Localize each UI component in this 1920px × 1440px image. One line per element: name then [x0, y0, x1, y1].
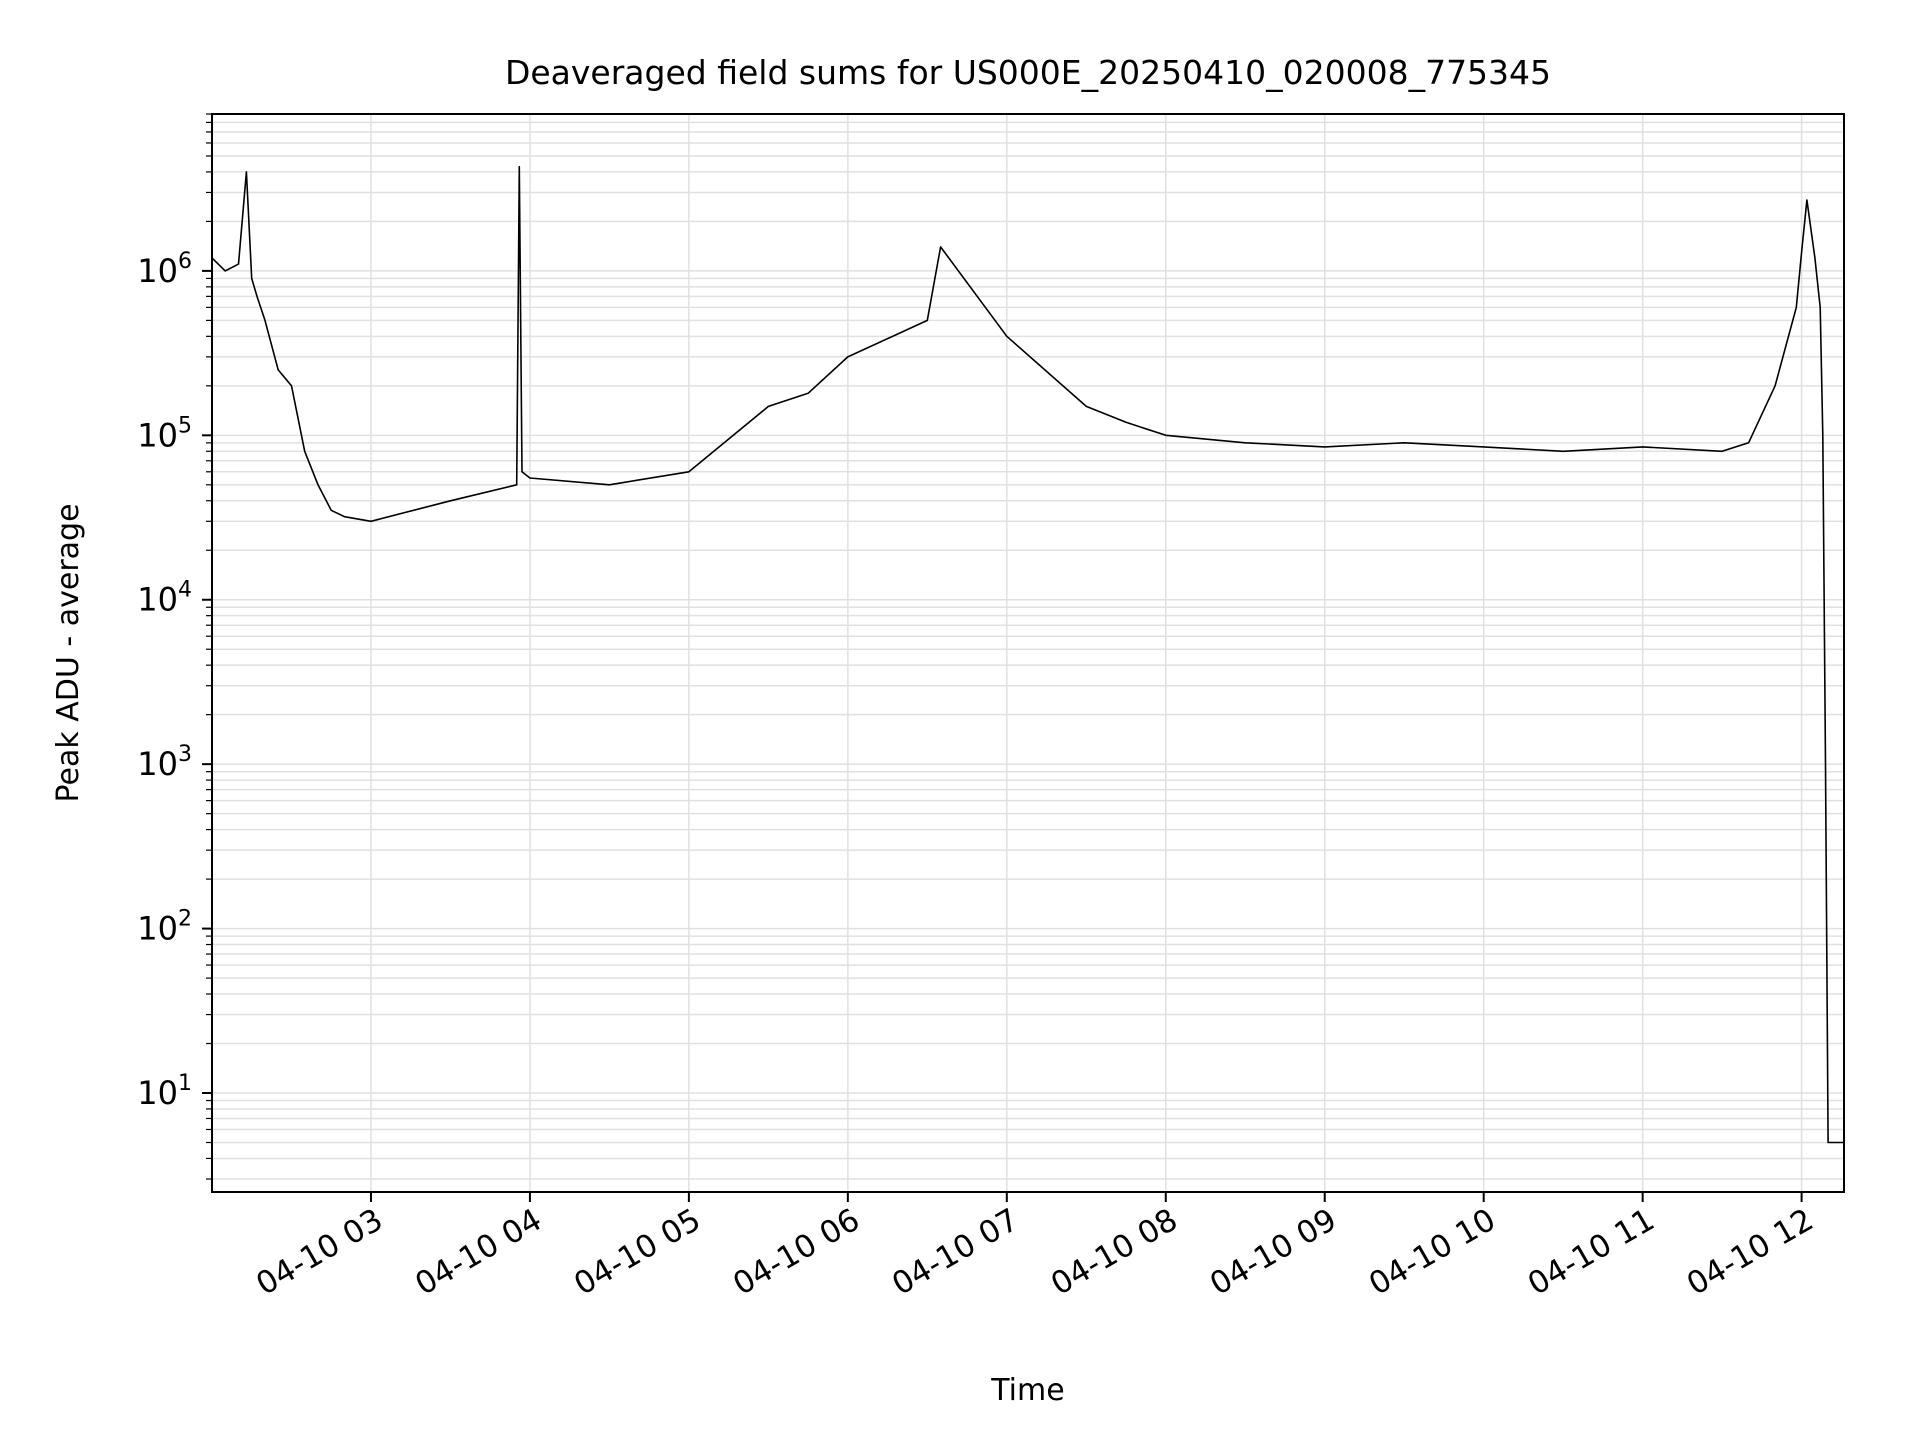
y-axis-label: Peak ADU - average [51, 503, 86, 802]
y-tick-label: 104 [137, 578, 192, 619]
grid [212, 113, 1844, 1192]
y-tick-label: 101 [137, 1071, 192, 1112]
series-line [211, 165, 1844, 1144]
data-series [211, 165, 1844, 1144]
x-axis-label: Time [990, 1373, 1064, 1408]
y-tick-label: 105 [137, 413, 192, 454]
y-tick-label: 106 [137, 249, 192, 290]
y-tick-label: 102 [137, 907, 192, 948]
chart-title: Deaveraged field sums for US000E_2025041… [505, 53, 1551, 92]
y-axis-ticks: 101 102 103 104 105 106 [137, 113, 212, 1180]
plot-frame [211, 113, 1845, 1193]
y-tick-label: 103 [137, 742, 192, 783]
